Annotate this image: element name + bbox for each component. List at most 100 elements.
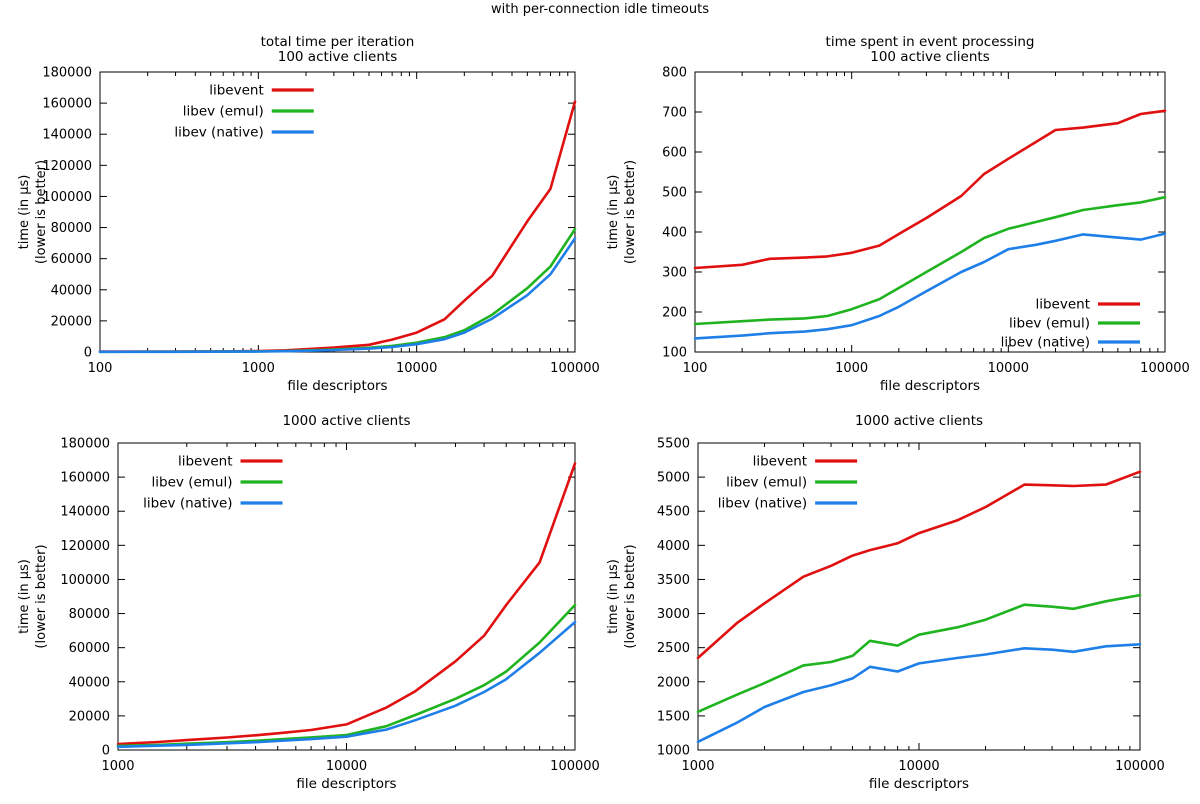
svg-text:10000: 10000	[988, 361, 1029, 376]
y-axis-label: time (in µs) (lower is better)	[606, 544, 638, 648]
svg-text:100: 100	[662, 346, 687, 361]
chart-total-time-100-clients: 0200004000060000800001000001200001400001…	[17, 34, 600, 394]
x-axis-ticks: 1000 10000 100000	[681, 443, 1165, 774]
svg-text:100000: 100000	[550, 759, 600, 774]
chart-event-time-100-clients: 100 200 300 400 500 600 700 800 100 1000 10000 1000…	[606, 34, 1190, 394]
series-line-libev-emul	[98, 227, 577, 354]
legend: libevent libev (emul) libev (native)	[174, 83, 314, 141]
series-line-libevent	[696, 470, 1142, 660]
y-axis-label: time (in µs) (lower is better)	[606, 160, 638, 264]
svg-text:0: 0	[102, 744, 110, 759]
y-axis-ticks: 1000 1500 2000 2500 3000 3500 4000 4500 5000 5500	[657, 437, 1140, 759]
svg-text:800: 800	[662, 66, 687, 81]
svg-text:libev (emul): libev (emul)	[183, 104, 264, 120]
svg-text:120000: 120000	[42, 159, 92, 174]
svg-text:libev (emul): libev (emul)	[152, 475, 233, 491]
svg-text:1000 active clients: 1000 active clients	[855, 413, 983, 429]
svg-text:700: 700	[662, 106, 687, 121]
svg-text:1000: 1000	[681, 759, 714, 774]
svg-text:4500: 4500	[657, 505, 690, 520]
svg-text:0: 0	[84, 346, 92, 361]
svg-text:140000: 140000	[42, 128, 92, 143]
svg-text:140000: 140000	[60, 505, 110, 520]
chart-title: 1000 active clients	[855, 413, 983, 429]
svg-text:80000: 80000	[51, 221, 92, 236]
x-axis-ticks: 100 1000 10000 100000	[88, 72, 600, 376]
svg-text:500: 500	[662, 186, 687, 201]
svg-text:100: 100	[683, 361, 708, 376]
x-axis-label: file descriptors	[296, 776, 396, 792]
svg-text:libevent: libevent	[753, 454, 808, 470]
svg-text:100000: 100000	[1115, 759, 1165, 774]
y-axis-ticks: 0 20000 40000 60000 80000 100000 120000 140000 1…	[60, 437, 575, 759]
svg-text:libevent: libevent	[178, 454, 233, 470]
svg-text:libev (native): libev (native)	[174, 125, 263, 141]
y-axis-label: time (in µs) (lower is better)	[17, 160, 49, 264]
series-line-libev-emul	[693, 195, 1167, 326]
svg-text:40000: 40000	[69, 675, 110, 690]
series-line-libev-native	[98, 237, 577, 354]
svg-text:180000: 180000	[60, 437, 110, 452]
series-line-libev-native	[116, 620, 577, 749]
x-axis-ticks: 1000 10000 100000	[101, 443, 600, 774]
svg-text:(lower is better): (lower is better)	[623, 160, 638, 264]
svg-text:libev (emul): libev (emul)	[726, 475, 807, 491]
svg-text:80000: 80000	[69, 607, 110, 622]
svg-text:1000 active clients: 1000 active clients	[282, 413, 410, 429]
x-axis-label: file descriptors	[287, 378, 387, 394]
svg-text:time (in µs): time (in µs)	[17, 175, 32, 250]
svg-text:100000: 100000	[60, 573, 110, 588]
svg-text:160000: 160000	[60, 471, 110, 486]
svg-text:10000: 10000	[898, 759, 939, 774]
x-axis-label: file descriptors	[869, 776, 969, 792]
svg-text:10000: 10000	[396, 361, 437, 376]
plot-border	[99, 71, 576, 353]
svg-text:1000: 1000	[835, 361, 868, 376]
chart-event-time-1000-clients: 1000 1500 2000 2500 3000 3500 4000 4500 5000 5500…	[606, 413, 1165, 792]
svg-text:100000: 100000	[550, 361, 600, 376]
svg-text:20000: 20000	[51, 314, 92, 329]
svg-text:1000: 1000	[657, 744, 690, 759]
series-line-libev-native	[693, 232, 1167, 340]
series-line-libevent	[98, 100, 577, 353]
x-axis-ticks: 100 1000 10000 100000	[683, 72, 1190, 376]
svg-text:(lower is better): (lower is better)	[34, 160, 49, 264]
svg-text:160000: 160000	[42, 97, 92, 112]
svg-text:1500: 1500	[657, 709, 690, 724]
svg-text:10000: 10000	[326, 759, 367, 774]
svg-text:400: 400	[662, 226, 687, 241]
svg-text:5000: 5000	[657, 471, 690, 486]
svg-text:(lower is better): (lower is better)	[34, 544, 49, 648]
svg-text:2000: 2000	[657, 675, 690, 690]
svg-text:100: 100	[88, 361, 113, 376]
series-line-libevent	[116, 462, 577, 746]
svg-text:3500: 3500	[657, 573, 690, 588]
svg-text:libevent: libevent	[209, 83, 264, 99]
x-axis-label: file descriptors	[880, 378, 980, 394]
svg-text:600: 600	[662, 146, 687, 161]
svg-text:libev (emul): libev (emul)	[1009, 316, 1090, 332]
svg-text:200: 200	[662, 306, 687, 321]
legend: libevent libev (emul) libev (native)	[1001, 297, 1140, 351]
svg-text:time (in µs): time (in µs)	[17, 559, 32, 634]
svg-text:20000: 20000	[69, 709, 110, 724]
svg-text:libev (native): libev (native)	[718, 496, 807, 512]
y-axis-label: time (in µs) (lower is better)	[17, 544, 49, 648]
legend: libevent libev (emul) libev (native)	[143, 454, 283, 512]
svg-text:1000: 1000	[101, 759, 134, 774]
svg-text:300: 300	[662, 266, 687, 281]
figure-title: with per-connection idle timeouts	[491, 2, 709, 17]
svg-text:time spent in event processing: time spent in event processing	[826, 34, 1035, 50]
svg-text:time (in µs): time (in µs)	[606, 175, 621, 250]
series-line-libevent	[693, 109, 1167, 270]
svg-text:libev (native): libev (native)	[143, 496, 232, 512]
chart-title: 1000 active clients	[282, 413, 410, 429]
series-line-libev-native	[696, 643, 1142, 744]
svg-text:2500: 2500	[657, 641, 690, 656]
series-line-libev-emul	[696, 593, 1142, 714]
svg-text:180000: 180000	[42, 66, 92, 81]
svg-text:time (in µs): time (in µs)	[606, 559, 621, 634]
